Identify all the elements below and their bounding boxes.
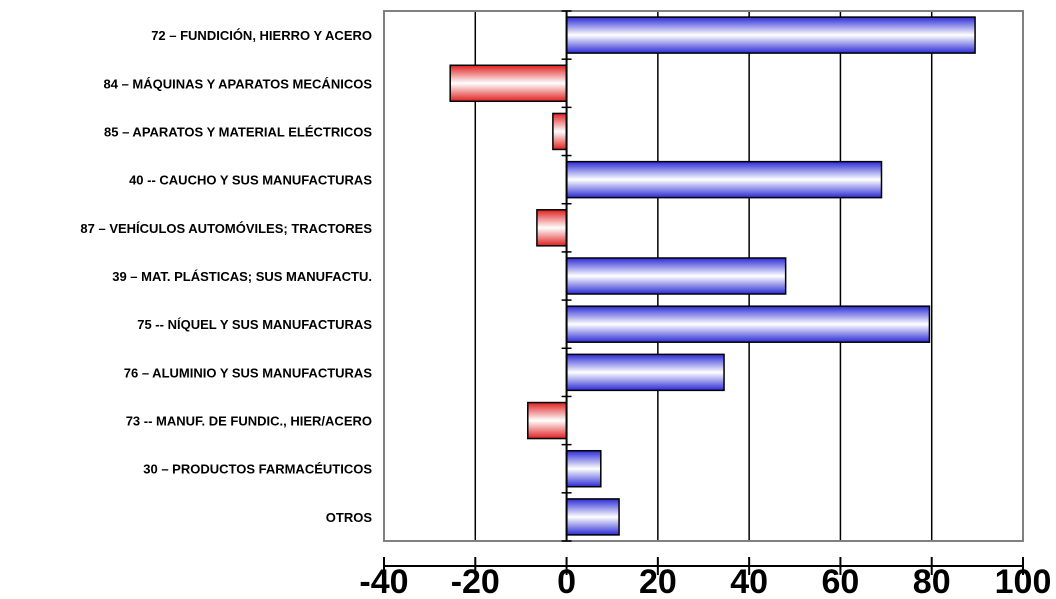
bar-7 [565, 353, 725, 392]
category-label-1: 84 – MÁQUINAS Y APARATOS MECÁNICOS [104, 76, 373, 91]
x-tick-labels: -40 -20 0 20 40 60 80 100 [359, 563, 1051, 599]
category-label-3: 40 -- CAUCHO Y SUS MANUFACTURAS [129, 173, 372, 188]
category-label-4: 87 – VEHÍCULOS AUTOMÓVILES; TRACTORES [80, 221, 372, 236]
category-labels: 72 – FUNDICIÓN, HIERRO Y ACERO 84 – MÁQUI… [80, 28, 372, 525]
category-label-9: 30 – PRODUCTOS FARMACÉUTICOS [143, 462, 372, 477]
x-tick-label-5: 60 [822, 563, 860, 599]
bar-2 [552, 112, 568, 151]
x-tick-label-2: 0 [557, 563, 576, 599]
bars [449, 16, 976, 536]
x-tick-label-6: 80 [913, 563, 951, 599]
x-tick-label-7: 100 [995, 563, 1052, 599]
zero-axis [561, 10, 572, 542]
bar-5 [565, 257, 787, 295]
bar-9 [565, 449, 602, 488]
bar-0 [565, 16, 976, 54]
x-tick-label-0: -40 [359, 563, 408, 599]
category-label-10: OTROS [326, 510, 373, 525]
bar-3 [565, 160, 883, 199]
category-label-7: 76 – ALUMINIO Y SUS MANUFACTURAS [124, 365, 373, 380]
category-label-2: 85 – APARATOS Y MATERIAL ELÉCTRICOS [104, 124, 372, 139]
bar-1 [449, 64, 568, 103]
category-label-5: 39 – MAT. PLÁSTICAS; SUS MANUFACTU. [112, 269, 372, 284]
category-label-8: 73 -- MANUF. DE FUNDIC., HIER/ACERO [126, 414, 372, 429]
x-tick-label-1: -20 [451, 563, 500, 599]
plot-area-frame [383, 10, 1024, 542]
category-label-6: 75 -- NÍQUEL Y SUS MANUFACTURAS [137, 317, 372, 332]
x-axis [383, 557, 1024, 575]
category-label-0: 72 – FUNDICIÓN, HIERRO Y ACERO [151, 28, 372, 43]
x-tick-label-3: 20 [639, 563, 677, 599]
bar-4 [536, 209, 568, 247]
x-tick-label-4: 40 [730, 563, 768, 599]
bar-6 [565, 305, 931, 343]
bar-10 [565, 498, 620, 536]
bar-8 [527, 401, 568, 440]
